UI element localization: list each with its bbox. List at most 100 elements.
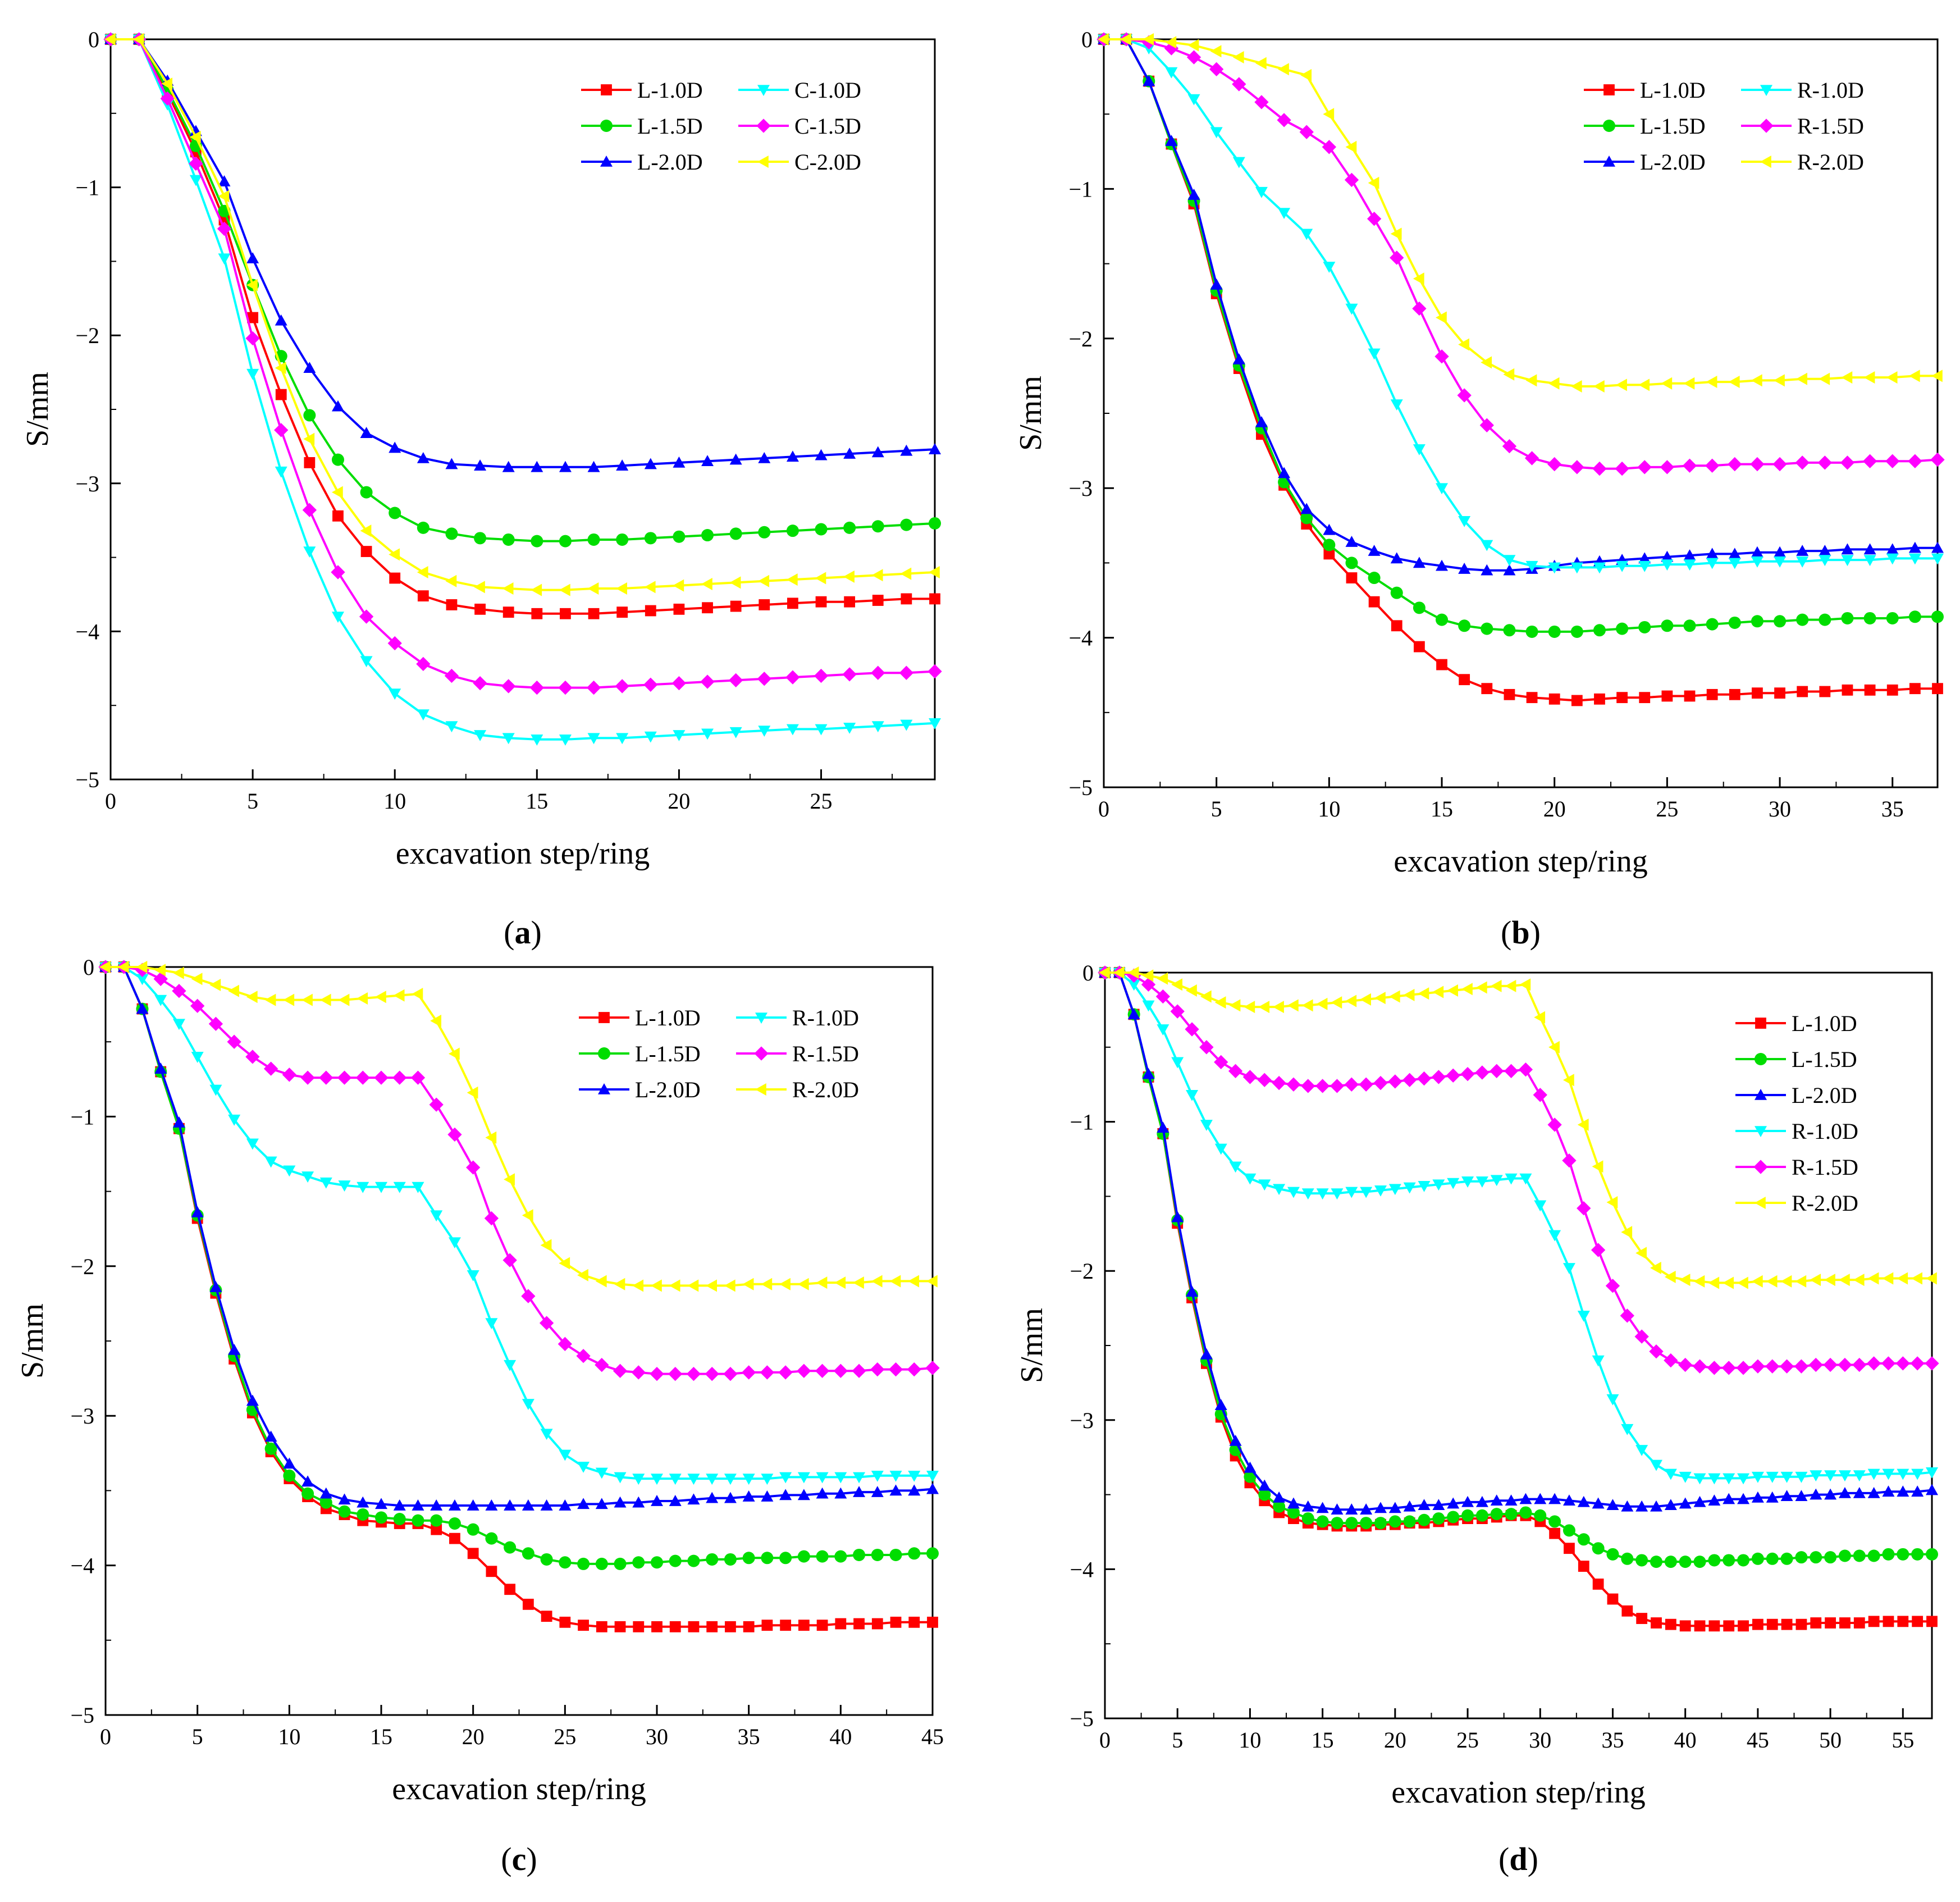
data-point	[1651, 1617, 1662, 1629]
data-point	[1795, 1275, 1807, 1288]
data-point	[1481, 622, 1493, 635]
data-point	[1897, 1616, 1909, 1627]
legend-marker	[1760, 85, 1772, 96]
data-point	[1607, 1593, 1619, 1605]
data-point	[1534, 1509, 1547, 1522]
data-point	[1723, 1276, 1734, 1289]
data-point	[1273, 1001, 1284, 1014]
data-point	[1481, 356, 1492, 369]
series-line	[1105, 971, 1932, 1284]
data-point	[387, 636, 402, 651]
data-point	[1808, 1357, 1823, 1372]
data-point	[1823, 1357, 1838, 1372]
data-point	[1794, 1359, 1809, 1374]
series-L-2.0D	[1099, 966, 1938, 1515]
data-point	[191, 1052, 204, 1063]
series-line	[106, 966, 933, 1565]
data-point	[1258, 1179, 1271, 1191]
data-point	[1157, 1024, 1169, 1036]
x-tick-label: 0	[1098, 796, 1109, 822]
data-point	[651, 1474, 663, 1485]
y-tick-label: 0	[88, 27, 99, 52]
series-C-1.5D	[103, 32, 942, 695]
data-point	[1301, 1500, 1314, 1512]
data-point	[1825, 1617, 1836, 1629]
data-point	[1708, 1494, 1721, 1506]
data-point	[1863, 371, 1875, 384]
legend-label: L-1.0D	[637, 77, 703, 103]
data-point	[502, 582, 514, 595]
x-tick-label: 10	[1239, 1727, 1261, 1753]
data-point	[1819, 686, 1831, 697]
x-tick-label: 25	[810, 788, 833, 814]
data-point	[1868, 1616, 1880, 1627]
data-point	[467, 1086, 478, 1099]
data-point	[1458, 619, 1471, 632]
data-point	[1863, 543, 1876, 555]
data-point	[1504, 1064, 1519, 1078]
data-point	[448, 1237, 461, 1249]
data-point	[331, 565, 345, 580]
data-point	[1186, 1089, 1199, 1101]
data-point	[1708, 1473, 1721, 1485]
data-point	[389, 507, 401, 519]
data-point	[1345, 140, 1357, 153]
data-point	[1481, 683, 1493, 695]
data-point	[504, 1360, 517, 1371]
data-point	[1273, 1491, 1286, 1503]
data-point	[1751, 1471, 1764, 1483]
data-point	[1258, 1488, 1271, 1501]
x-tick-label: 5	[192, 1724, 203, 1749]
data-point	[1897, 1468, 1909, 1480]
x-tick-label: 50	[1819, 1727, 1842, 1753]
data-point	[595, 1357, 609, 1372]
data-point	[929, 443, 941, 454]
data-point	[1867, 1272, 1879, 1285]
data-point	[1866, 1356, 1881, 1371]
data-point	[644, 731, 657, 743]
data-point	[1591, 1243, 1606, 1257]
data-point	[787, 597, 798, 609]
data-point	[1316, 1515, 1329, 1528]
data-point	[1164, 41, 1179, 56]
data-point	[908, 1484, 921, 1496]
data-point	[1852, 1357, 1867, 1372]
data-point	[1533, 1088, 1547, 1102]
x-tick-label: 10	[278, 1724, 300, 1749]
data-point	[1505, 1494, 1518, 1506]
data-point	[1853, 1274, 1865, 1287]
data-point	[154, 1062, 167, 1074]
data-point	[338, 1505, 351, 1518]
y-tick-label: −4	[1070, 1557, 1094, 1582]
x-tick-label: 5	[1211, 796, 1222, 822]
data-point	[870, 1362, 885, 1377]
data-point	[1765, 1359, 1780, 1374]
panel-label: (b)	[1501, 914, 1541, 951]
data-point	[539, 1316, 554, 1330]
data-point	[1897, 1548, 1909, 1561]
data-point	[1548, 562, 1561, 574]
data-point	[651, 1556, 663, 1569]
data-point	[614, 1557, 627, 1570]
data-point	[331, 486, 343, 499]
data-point	[614, 1278, 625, 1290]
data-point	[1186, 984, 1197, 997]
data-point	[1388, 1502, 1401, 1513]
y-tick-label: −5	[70, 1703, 94, 1728]
data-point	[900, 719, 913, 731]
data-point	[1723, 1620, 1735, 1632]
series-R-2.0D	[99, 961, 938, 1292]
data-point	[319, 1487, 332, 1499]
data-point	[393, 1513, 406, 1526]
data-point	[1171, 1211, 1184, 1223]
data-point	[319, 993, 331, 1006]
data-point	[1679, 1497, 1692, 1509]
series-L-1.0D	[105, 34, 940, 619]
data-point	[559, 735, 572, 746]
data-point	[338, 993, 350, 1006]
legend-entry: L-1.0D	[581, 77, 703, 103]
series-line	[1104, 38, 1938, 569]
data-point	[687, 1474, 700, 1485]
data-point	[1841, 371, 1853, 384]
data-point	[1620, 1308, 1634, 1323]
